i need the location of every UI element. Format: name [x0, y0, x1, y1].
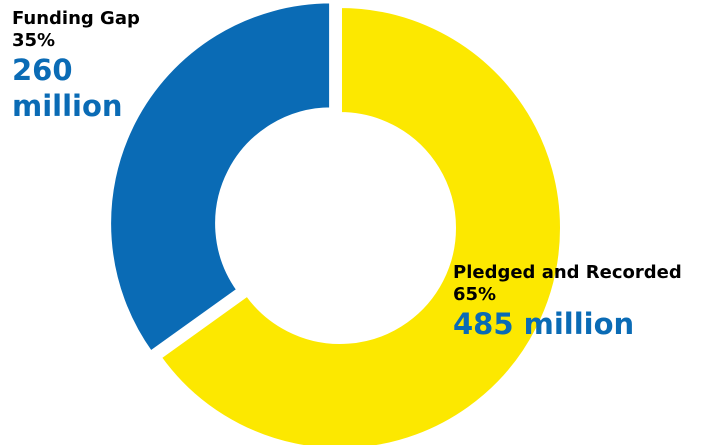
- slice-percent-pledged-recorded: 65%: [453, 284, 497, 305]
- slice-amount-funding-gap: 260 million: [12, 53, 123, 123]
- slice-amount-pledged-recorded: 485 million: [453, 307, 635, 341]
- slice-percent-funding-gap: 35%: [12, 30, 56, 51]
- label-funding-gap: Funding Gap 35% 260 million: [12, 8, 142, 124]
- slice-label-pledged-recorded: Pledged and Recorded: [453, 262, 682, 283]
- label-pledged-recorded: Pledged and Recorded 65% 485 million: [453, 262, 682, 342]
- slice-label-funding-gap: Funding Gap: [12, 8, 140, 29]
- donut-slice-pledged-and-recorded: [156, 3, 564, 445]
- donut-slice-funding-gap: [107, 0, 334, 356]
